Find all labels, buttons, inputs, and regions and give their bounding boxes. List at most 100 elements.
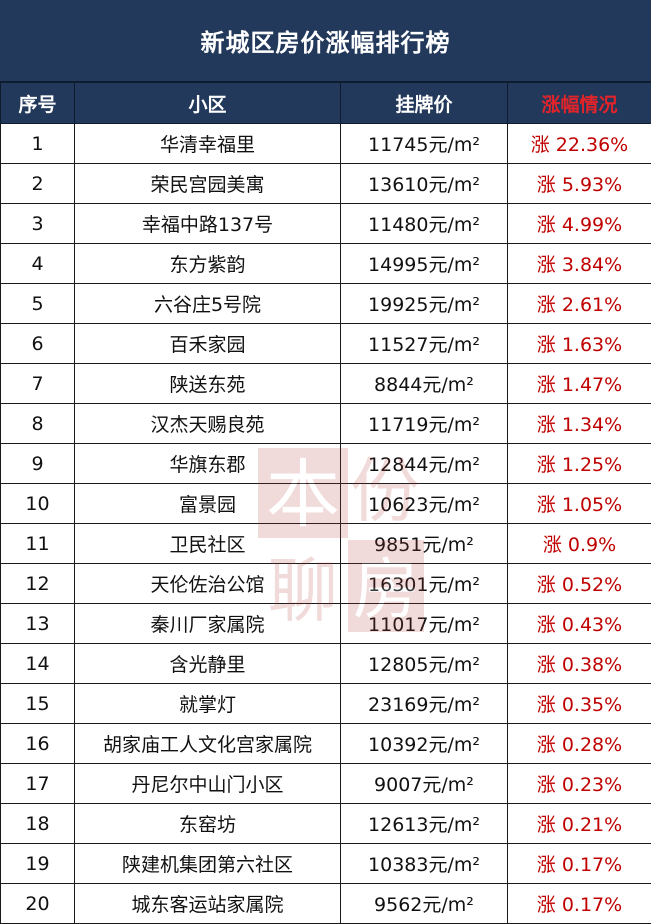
cell-no: 17 [1,764,75,804]
cell-no: 10 [1,484,75,524]
cell-rise: 涨 0.52% [508,564,651,604]
cell-no: 16 [1,724,75,764]
cell-rise: 涨 0.21% [508,804,651,844]
cell-no: 20 [1,884,75,924]
cell-price: 9007元/m² [341,764,508,804]
cell-no: 2 [1,164,75,204]
cell-rise: 涨 0.23% [508,764,651,804]
cell-no: 7 [1,364,75,404]
cell-rise: 涨 0.28% [508,724,651,764]
cell-name: 荣民宫园美寓 [75,164,341,204]
table-header-row: 序号 小区 挂牌价 涨幅情况 [1,83,651,124]
cell-rise: 涨 1.63% [508,324,651,364]
cell-price: 11017元/m² [341,604,508,644]
cell-rise: 涨 2.61% [508,284,651,324]
header-no: 序号 [1,83,75,124]
cell-rise: 涨 0.38% [508,644,651,684]
cell-rise: 涨 3.84% [508,244,651,284]
cell-no: 12 [1,564,75,604]
cell-name: 华清幸福里 [75,124,341,164]
cell-rise: 涨 5.93% [508,164,651,204]
header-rise: 涨幅情况 [508,83,651,124]
cell-price: 10383元/m² [341,844,508,884]
cell-rise: 涨 22.36% [508,124,651,164]
cell-price: 9562元/m² [341,884,508,924]
cell-rise: 涨 1.05% [508,484,651,524]
cell-price: 12805元/m² [341,644,508,684]
cell-price: 11719元/m² [341,404,508,444]
cell-name: 东方紫韵 [75,244,341,284]
cell-name: 百禾家园 [75,324,341,364]
cell-name: 城东客运站家属院 [75,884,341,924]
cell-name: 含光静里 [75,644,341,684]
cell-name: 幸福中路137号 [75,204,341,244]
cell-price: 11745元/m² [341,124,508,164]
cell-name: 汉杰天赐良苑 [75,404,341,444]
cell-no: 8 [1,404,75,444]
cell-rise: 涨 1.47% [508,364,651,404]
cell-no: 13 [1,604,75,644]
cell-no: 19 [1,844,75,884]
cell-rise: 涨 4.99% [508,204,651,244]
cell-price: 23169元/m² [341,684,508,724]
cell-no: 15 [1,684,75,724]
cell-name: 富景园 [75,484,341,524]
cell-price: 9851元/m² [341,524,508,564]
cell-rise: 涨 0.35% [508,684,651,724]
cell-name: 卫民社区 [75,524,341,564]
cell-rise: 涨 0.43% [508,604,651,644]
cell-price: 11480元/m² [341,204,508,244]
cell-name: 六谷庄5号院 [75,284,341,324]
cell-name: 秦川厂家属院 [75,604,341,644]
cell-name: 丹尼尔中山门小区 [75,764,341,804]
cell-price: 12844元/m² [341,444,508,484]
cell-no: 5 [1,284,75,324]
cell-price: 10623元/m² [341,484,508,524]
cell-no: 9 [1,444,75,484]
cell-no: 3 [1,204,75,244]
cell-no: 6 [1,324,75,364]
cell-rise: 涨 0.17% [508,884,651,924]
cell-price: 11527元/m² [341,324,508,364]
cell-price: 19925元/m² [341,284,508,324]
cell-rise: 涨 1.34% [508,404,651,444]
cell-no: 14 [1,644,75,684]
cell-price: 13610元/m² [341,164,508,204]
cell-no: 11 [1,524,75,564]
cell-no: 4 [1,244,75,284]
cell-name: 就掌灯 [75,684,341,724]
page-title: 新城区房价涨幅排行榜 [0,0,651,82]
cell-rise: 涨 1.25% [508,444,651,484]
cell-rise: 涨 0.9% [508,524,651,564]
cell-price: 10392元/m² [341,724,508,764]
cell-rise: 涨 0.17% [508,844,651,884]
cell-price: 14995元/m² [341,244,508,284]
cell-price: 16301元/m² [341,564,508,604]
cell-name: 东窑坊 [75,804,341,844]
cell-no: 18 [1,804,75,844]
cell-name: 胡家庙工人文化宫家属院 [75,724,341,764]
header-price: 挂牌价 [341,83,508,124]
